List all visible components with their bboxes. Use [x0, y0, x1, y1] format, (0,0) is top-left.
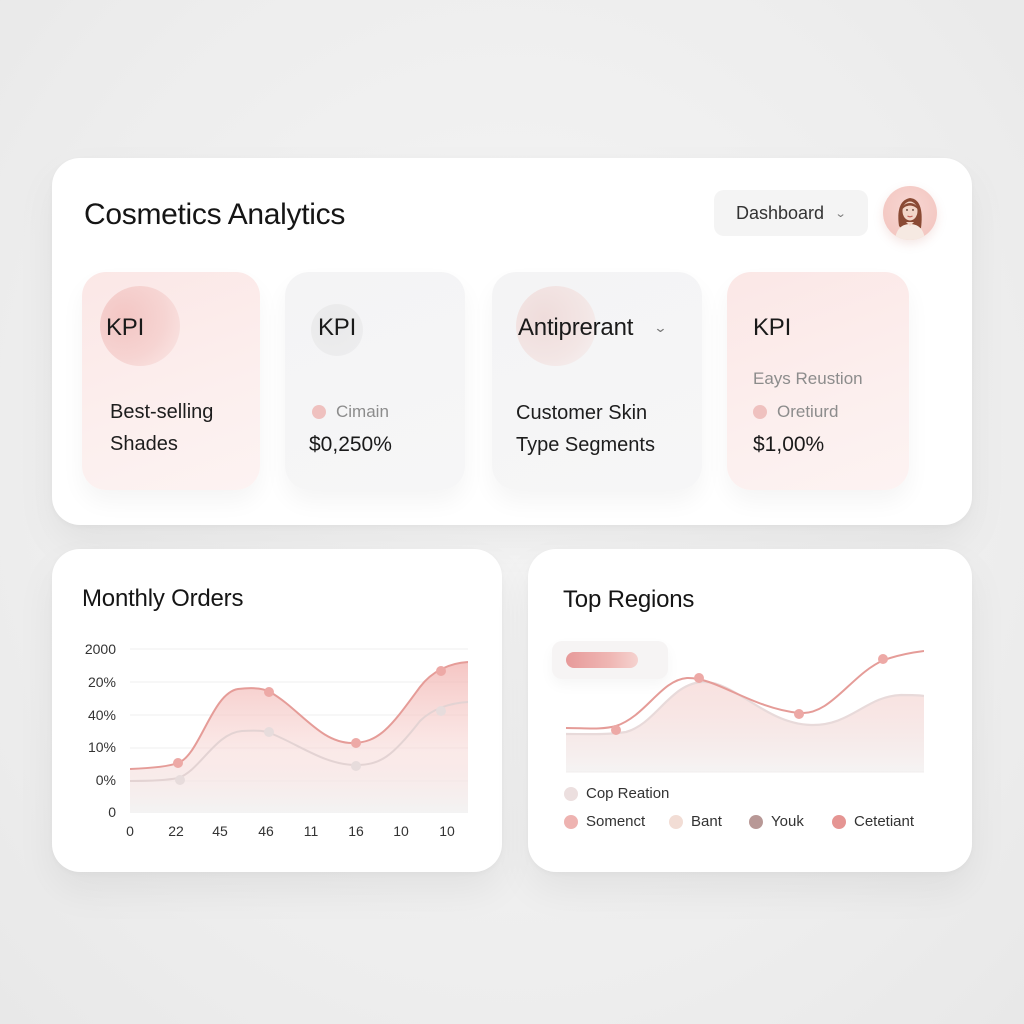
y-axis-tick: 20% [87, 674, 116, 690]
kpi-heading-dropdown[interactable]: Antiprerant ⌄ [518, 314, 668, 342]
kpi-caption: Eays Reustion [753, 369, 863, 388]
legend-dot-icon [749, 814, 763, 829]
kpi-description-line2: Type Segments [516, 434, 655, 456]
kpi-card-oretiurd[interactable]: KPI Eays Reustion Oretiurd $1,00% [727, 272, 909, 490]
x-axis-tick: 10 [439, 823, 455, 839]
kpi-description-line1: Best-selling [110, 401, 214, 423]
kpi-sub-label-text: Cimain [336, 402, 389, 421]
top-regions-chart[interactable] [566, 644, 924, 776]
legend-label: Somenct [586, 813, 646, 830]
x-axis-tick: 22 [168, 823, 184, 839]
kpi-sub-label-text: Oretiurd [777, 402, 839, 421]
legend-item-bant[interactable]: Bant [669, 813, 722, 830]
kpi-sub-label: Oretiurd [753, 402, 838, 422]
x-axis-tick: 16 [348, 823, 364, 839]
monthly-orders-title: Monthly Orders [82, 585, 244, 612]
kpi-description-line2: Shades [110, 433, 178, 455]
kpi-heading: KPI [318, 314, 357, 341]
legend-label: Cetetiant [854, 813, 915, 830]
kpi-card-best-selling-shades[interactable]: KPI Best-selling Shades [82, 272, 260, 490]
top-regions-panel: Top Regions Cop Reation Somenct Bant You [528, 549, 972, 872]
legend-label: Youk [771, 813, 804, 830]
avatar-portrait-icon [895, 198, 925, 240]
view-select-value: Dashboard [736, 202, 825, 223]
kpi-decorative-circle [100, 286, 180, 366]
kpi-description-line1: Customer Skin [516, 402, 648, 424]
legend-item-cetetiant[interactable]: Cetetiant [832, 813, 914, 830]
kpi-value: $1,00% [753, 433, 825, 456]
x-axis-tick: 11 [303, 823, 319, 839]
legend-dot-icon [669, 814, 683, 829]
kpi-heading-text: Antiprerant [518, 314, 634, 341]
legend-item-somenct[interactable]: Somenct [564, 813, 645, 830]
status-dot-icon [312, 405, 326, 419]
kpi-description: Best-selling Shades [110, 396, 213, 460]
y-axis-tick: 0% [95, 772, 116, 788]
chevron-down-icon: ⌄ [653, 320, 668, 335]
legend-header-label: Cop Reation [586, 785, 670, 802]
region-filter-chip[interactable] [552, 641, 668, 679]
region-highlight-bar [566, 652, 638, 668]
view-select-dropdown[interactable]: Dashboard ⌄ [714, 190, 868, 236]
page-title: Cosmetics Analytics [84, 198, 346, 231]
monthly-orders-chart[interactable] [130, 647, 468, 815]
legend-item-youk[interactable]: Youk [749, 813, 804, 830]
kpi-value: $0,250% [309, 433, 392, 456]
user-avatar[interactable] [883, 186, 937, 240]
top-regions-title: Top Regions [563, 586, 695, 613]
y-axis-tick: 2000 [84, 641, 116, 657]
kpi-heading: KPI [106, 314, 145, 341]
kpi-sub-label: Cimain [312, 402, 389, 422]
y-axis-tick: 0 [108, 804, 116, 820]
kpi-decorative-circle [516, 286, 596, 366]
kpi-description: Customer Skin Type Segments [516, 397, 655, 461]
y-axis-tick: 10% [87, 739, 116, 755]
legend-dot-icon [564, 814, 578, 829]
x-axis-tick: 0 [126, 823, 134, 839]
x-axis-tick: 46 [258, 823, 274, 839]
y-axis-tick: 40% [87, 707, 116, 723]
chevron-down-icon: ⌄ [834, 207, 847, 220]
legend-dot-icon [564, 786, 578, 801]
legend-dot-icon [832, 814, 846, 829]
kpi-card-skin-type-segments[interactable]: Antiprerant ⌄ Customer Skin Type Segment… [492, 272, 702, 490]
monthly-orders-panel: Monthly Orders 2000 20% 40% 10% 0% 0 [52, 549, 502, 872]
kpi-card-cimain[interactable]: KPI Cimain $0,250% [285, 272, 465, 490]
x-axis-tick: 45 [212, 823, 228, 839]
kpi-decorative-circle [311, 304, 363, 356]
kpi-heading: KPI [753, 314, 792, 341]
overview-panel: Cosmetics Analytics Dashboard ⌄ KPI Best… [52, 158, 972, 525]
legend-label: Bant [691, 813, 722, 830]
status-dot-icon [753, 405, 767, 419]
legend-header: Cop Reation [564, 785, 669, 802]
x-axis-tick: 10 [393, 823, 409, 839]
